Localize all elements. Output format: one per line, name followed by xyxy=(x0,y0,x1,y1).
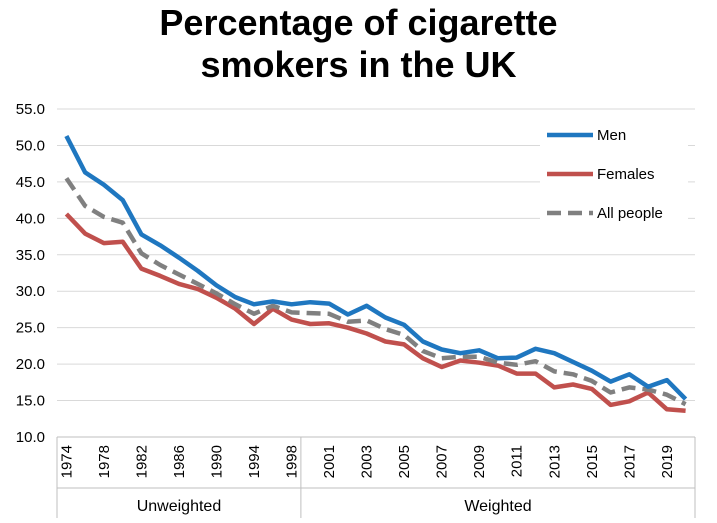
y-tick-label: 50.0 xyxy=(16,137,45,154)
x-tick-label: 1994 xyxy=(246,445,263,478)
series-line-females xyxy=(64,212,686,414)
chart-title: Percentage of cigarette smokers in the U… xyxy=(0,2,717,86)
x-tick-label: 2007 xyxy=(434,445,451,478)
y-tick-label: 15.0 xyxy=(16,393,45,410)
y-tick-label: 25.0 xyxy=(16,320,45,337)
series-line-men xyxy=(64,134,688,401)
legend-label: Females xyxy=(597,166,655,183)
series-line-all-people xyxy=(64,176,687,407)
x-tick-label: 2015 xyxy=(584,445,601,478)
x-tick-label: 2019 xyxy=(659,445,676,478)
x-tick-label: 1982 xyxy=(133,445,150,478)
chart-title-line-2: smokers in the UK xyxy=(200,44,517,85)
x-tick-label: 2017 xyxy=(621,445,638,478)
y-tick-label: 40.0 xyxy=(16,210,45,227)
x-tick-label: 1978 xyxy=(96,445,113,478)
chart-title-line-1: Percentage of cigarette xyxy=(159,2,558,43)
x-tick-label: 1998 xyxy=(284,445,301,478)
x-tick-label: 2011 xyxy=(509,445,526,477)
legend-label: All people xyxy=(597,205,663,222)
x-tick-label: 2001 xyxy=(321,445,338,478)
x-tick-label: 2013 xyxy=(546,445,563,478)
legend-label: Men xyxy=(597,127,626,144)
y-tick-label: 45.0 xyxy=(16,174,45,191)
y-tick-label: 10.0 xyxy=(16,429,45,446)
y-tick-label: 55.0 xyxy=(16,101,45,118)
x-group-label: Weighted xyxy=(464,498,531,515)
x-tick-label: 1974 xyxy=(58,445,75,478)
y-tick-label: 20.0 xyxy=(16,356,45,373)
x-tick-label: 1990 xyxy=(209,445,226,478)
x-group-label: Unweighted xyxy=(137,498,222,515)
x-tick-label: 1986 xyxy=(171,445,188,478)
x-tick-label: 2009 xyxy=(471,445,488,478)
x-tick-label: 2005 xyxy=(396,445,413,478)
y-tick-label: 30.0 xyxy=(16,283,45,300)
x-tick-label: 2003 xyxy=(359,445,376,478)
y-tick-label: 35.0 xyxy=(16,247,45,264)
